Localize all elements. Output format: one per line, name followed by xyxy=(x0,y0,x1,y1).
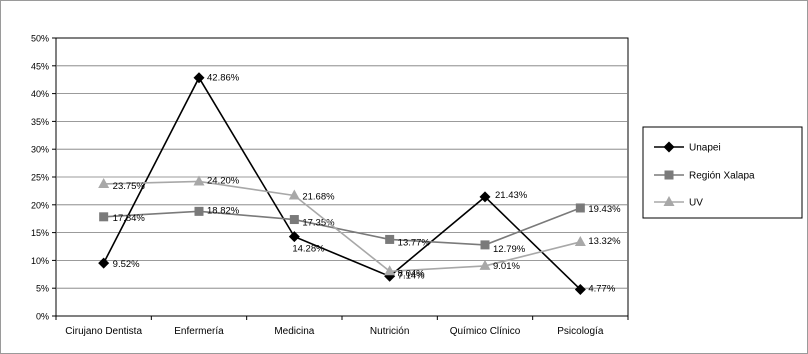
data-label: 4.77% xyxy=(588,283,615,294)
data-point xyxy=(98,177,110,188)
y-tick-label: 30% xyxy=(31,145,49,155)
x-tick-label: Medicina xyxy=(274,326,314,337)
data-point xyxy=(99,212,109,222)
legend-marker xyxy=(664,170,674,180)
x-tick-label: Psicología xyxy=(557,326,604,337)
data-label: 24.20% xyxy=(207,175,240,186)
data-label: 8.04% xyxy=(398,268,425,279)
y-tick-label: 45% xyxy=(31,61,49,71)
data-point xyxy=(193,72,205,84)
gridlines xyxy=(56,65,628,289)
data-label: 12.79% xyxy=(493,244,526,255)
y-tick-label: 35% xyxy=(31,117,49,127)
data-point xyxy=(288,231,300,243)
y-tick-label: 15% xyxy=(31,228,49,238)
y-tick-label: 25% xyxy=(31,173,49,183)
data-label: 17.84% xyxy=(113,213,146,224)
data-point xyxy=(98,257,110,269)
series-line xyxy=(103,180,581,273)
legend-label: Región Xalapa xyxy=(689,171,755,182)
data-point xyxy=(479,259,491,270)
data-point xyxy=(193,175,205,186)
data-point xyxy=(384,265,396,276)
legend-marker xyxy=(663,196,675,206)
y-axis: 0% 5% 10% 15% 20% 25% 30% 35% 40% 45% 50% xyxy=(31,34,56,322)
data-label: 9.52% xyxy=(113,259,140,270)
data-point xyxy=(289,215,299,225)
data-label: 13.77% xyxy=(398,237,431,248)
data-label: 21.43% xyxy=(495,190,528,201)
legend-marker xyxy=(663,141,675,153)
y-tick-label: 20% xyxy=(31,200,49,210)
legend-label: UV xyxy=(689,198,703,209)
y-tick-label: 40% xyxy=(31,89,49,99)
data-point xyxy=(194,206,204,216)
data-label: 23.75% xyxy=(113,181,146,192)
data-point xyxy=(479,191,491,203)
legend-label: Unapei xyxy=(689,143,721,154)
data-label: 19.43% xyxy=(588,204,621,215)
x-tick-label: Enfermería xyxy=(174,326,224,337)
series-line xyxy=(102,76,581,291)
x-tick-label: Nutrición xyxy=(370,326,409,337)
data-label: 17.35% xyxy=(302,218,335,229)
data-label: 42.86% xyxy=(207,73,240,84)
series-layer: 9.52% 42.86% 14.28% 7.14% 21.43% 4.77% 17.84% 1… xyxy=(98,72,621,295)
data-label: 9.01% xyxy=(493,261,520,272)
y-tick-label: 10% xyxy=(31,256,49,266)
x-axis: Cirujano Dentista Enfermería Medicina Nutri… xyxy=(55,316,629,337)
x-tick-label: Químico Clínico xyxy=(450,326,521,337)
x-tick-label: Cirujano Dentista xyxy=(65,326,142,337)
data-label: 13.32% xyxy=(588,236,621,247)
y-tick-label: 0% xyxy=(36,312,49,322)
data-point xyxy=(288,189,300,200)
data-point xyxy=(574,235,586,246)
data-label: 14.28% xyxy=(292,244,325,255)
legend: Unapei Región Xalapa UV xyxy=(642,126,803,219)
data-point xyxy=(574,283,586,295)
data-point xyxy=(480,240,490,250)
data-label: 18.82% xyxy=(207,205,240,216)
y-tick-label: 50% xyxy=(31,34,49,44)
data-label: 7.14% xyxy=(398,270,425,281)
y-tick-label: 5% xyxy=(36,284,49,294)
data-label: 21.68% xyxy=(302,191,335,202)
series-line xyxy=(103,207,581,246)
data-point xyxy=(385,234,395,244)
data-point xyxy=(575,203,585,213)
